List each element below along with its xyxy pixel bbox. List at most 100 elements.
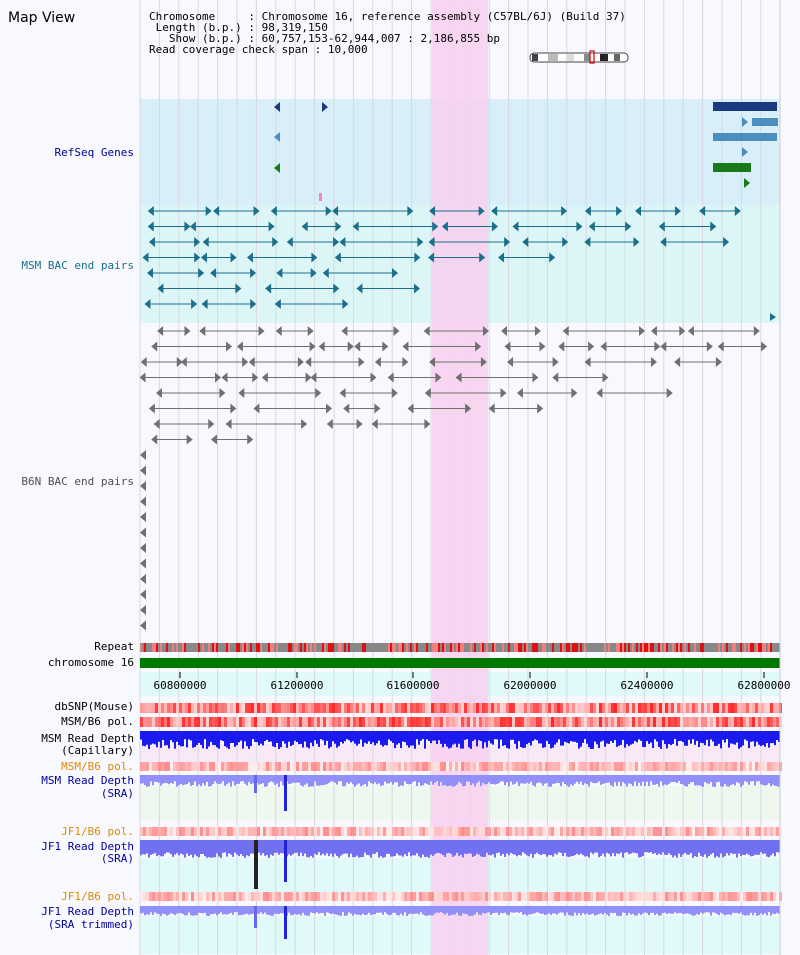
bac-end-marker <box>180 357 187 367</box>
depth-bar <box>580 840 582 854</box>
bac-end-marker <box>633 237 640 247</box>
bac-end-marker <box>417 237 424 247</box>
depth-bar <box>178 906 180 914</box>
depth-bar <box>414 906 416 914</box>
depth-bar <box>718 775 720 782</box>
depth-bar <box>226 840 228 857</box>
repeat-segment <box>584 643 586 652</box>
depth-bar <box>168 840 170 853</box>
depth-bar <box>212 906 214 915</box>
heat-cell <box>344 827 347 836</box>
heat-cell <box>761 717 764 727</box>
heat-cell <box>647 703 650 713</box>
heat-cell <box>425 827 428 836</box>
heat-cell <box>218 892 221 901</box>
repeat-segment <box>458 643 460 652</box>
bac-end-marker <box>213 206 220 216</box>
depth-bar <box>514 840 516 855</box>
depth-bar <box>380 840 382 857</box>
depth-bar <box>278 840 280 855</box>
heat-cell <box>293 703 296 713</box>
depth-bar <box>240 775 242 782</box>
heat-cell <box>398 703 401 713</box>
heat-cell <box>680 703 683 713</box>
repeat-segment <box>764 643 766 652</box>
depth-bar <box>304 906 306 916</box>
heat-cell <box>323 717 326 727</box>
heat-cell <box>497 703 500 713</box>
depth-bar <box>142 775 144 784</box>
heat-cell <box>200 892 203 901</box>
heat-cell <box>311 717 314 727</box>
depth-bar <box>572 775 574 786</box>
heat-cell <box>431 717 434 727</box>
bac-end-marker <box>199 326 206 336</box>
depth-bar <box>412 731 414 746</box>
b6n-bac-label[interactable]: B6N BAC end pairs <box>21 475 134 488</box>
depth-bar <box>616 731 618 747</box>
selection-highlight <box>432 0 488 955</box>
depth-bar <box>480 840 482 857</box>
depth-bar <box>462 775 464 787</box>
heat-cell <box>503 892 506 901</box>
chromosome-ideogram[interactable] <box>529 50 629 64</box>
depth-bar <box>638 906 640 914</box>
depth-bar <box>588 775 590 787</box>
depth-bar <box>738 775 740 784</box>
heat-cell <box>458 717 461 727</box>
bac-end-marker <box>140 620 146 631</box>
depth-bar <box>770 775 772 787</box>
heat-cell <box>662 827 665 836</box>
heat-cell <box>224 827 227 836</box>
heat-cell <box>530 717 533 727</box>
heat-cell <box>149 827 152 836</box>
depth-bar <box>448 840 450 853</box>
heat-cell <box>671 703 674 713</box>
heat-cell <box>179 827 182 836</box>
depth-bar <box>662 731 664 741</box>
depth-bar <box>562 775 564 782</box>
depth-bar <box>316 775 318 786</box>
heat-cell <box>665 892 668 901</box>
axis-tick-label: 62000000 <box>503 679 557 692</box>
depth-bar <box>754 731 756 747</box>
heat-cell <box>758 762 761 771</box>
depth-bar <box>370 731 372 745</box>
repeat-segment <box>760 643 762 652</box>
heat-cell <box>281 892 284 901</box>
jf1-pol2-label: JF1/B6 pol. <box>61 890 134 903</box>
bac-end-marker <box>155 388 162 398</box>
heat-cell <box>713 717 716 727</box>
heat-cell <box>473 827 476 836</box>
bac-end-marker <box>248 357 255 367</box>
heat-cell <box>746 762 749 771</box>
depth-bar <box>242 775 244 782</box>
heat-cell <box>698 892 701 901</box>
heat-cell <box>248 827 251 836</box>
msm-bac-label[interactable]: MSM BAC end pairs <box>21 259 134 272</box>
bac-end-marker <box>370 372 377 383</box>
heat-cell <box>386 703 389 713</box>
depth-bar <box>746 731 748 741</box>
heat-cell <box>359 703 362 713</box>
bac-end-marker <box>753 326 760 336</box>
depth-bar <box>730 906 732 916</box>
chromosome-key: Chromosome <box>149 10 216 23</box>
repeat-segment <box>406 643 408 652</box>
depth-spike <box>254 906 257 928</box>
depth-bar <box>564 731 566 742</box>
bac-end-marker <box>650 357 657 367</box>
heat-cell <box>356 703 359 713</box>
repeat-track-bar <box>140 643 780 652</box>
heat-cell <box>479 717 482 727</box>
heat-cell <box>683 762 686 771</box>
depth-bar <box>638 840 640 858</box>
repeat-segment <box>566 643 568 652</box>
heat-cell <box>413 892 416 901</box>
depth-bar <box>282 731 284 742</box>
depth-bar <box>248 906 250 915</box>
depth-bar <box>398 775 400 787</box>
heat-cell <box>644 717 647 727</box>
refseq-label[interactable]: RefSeq Genes <box>54 146 134 159</box>
